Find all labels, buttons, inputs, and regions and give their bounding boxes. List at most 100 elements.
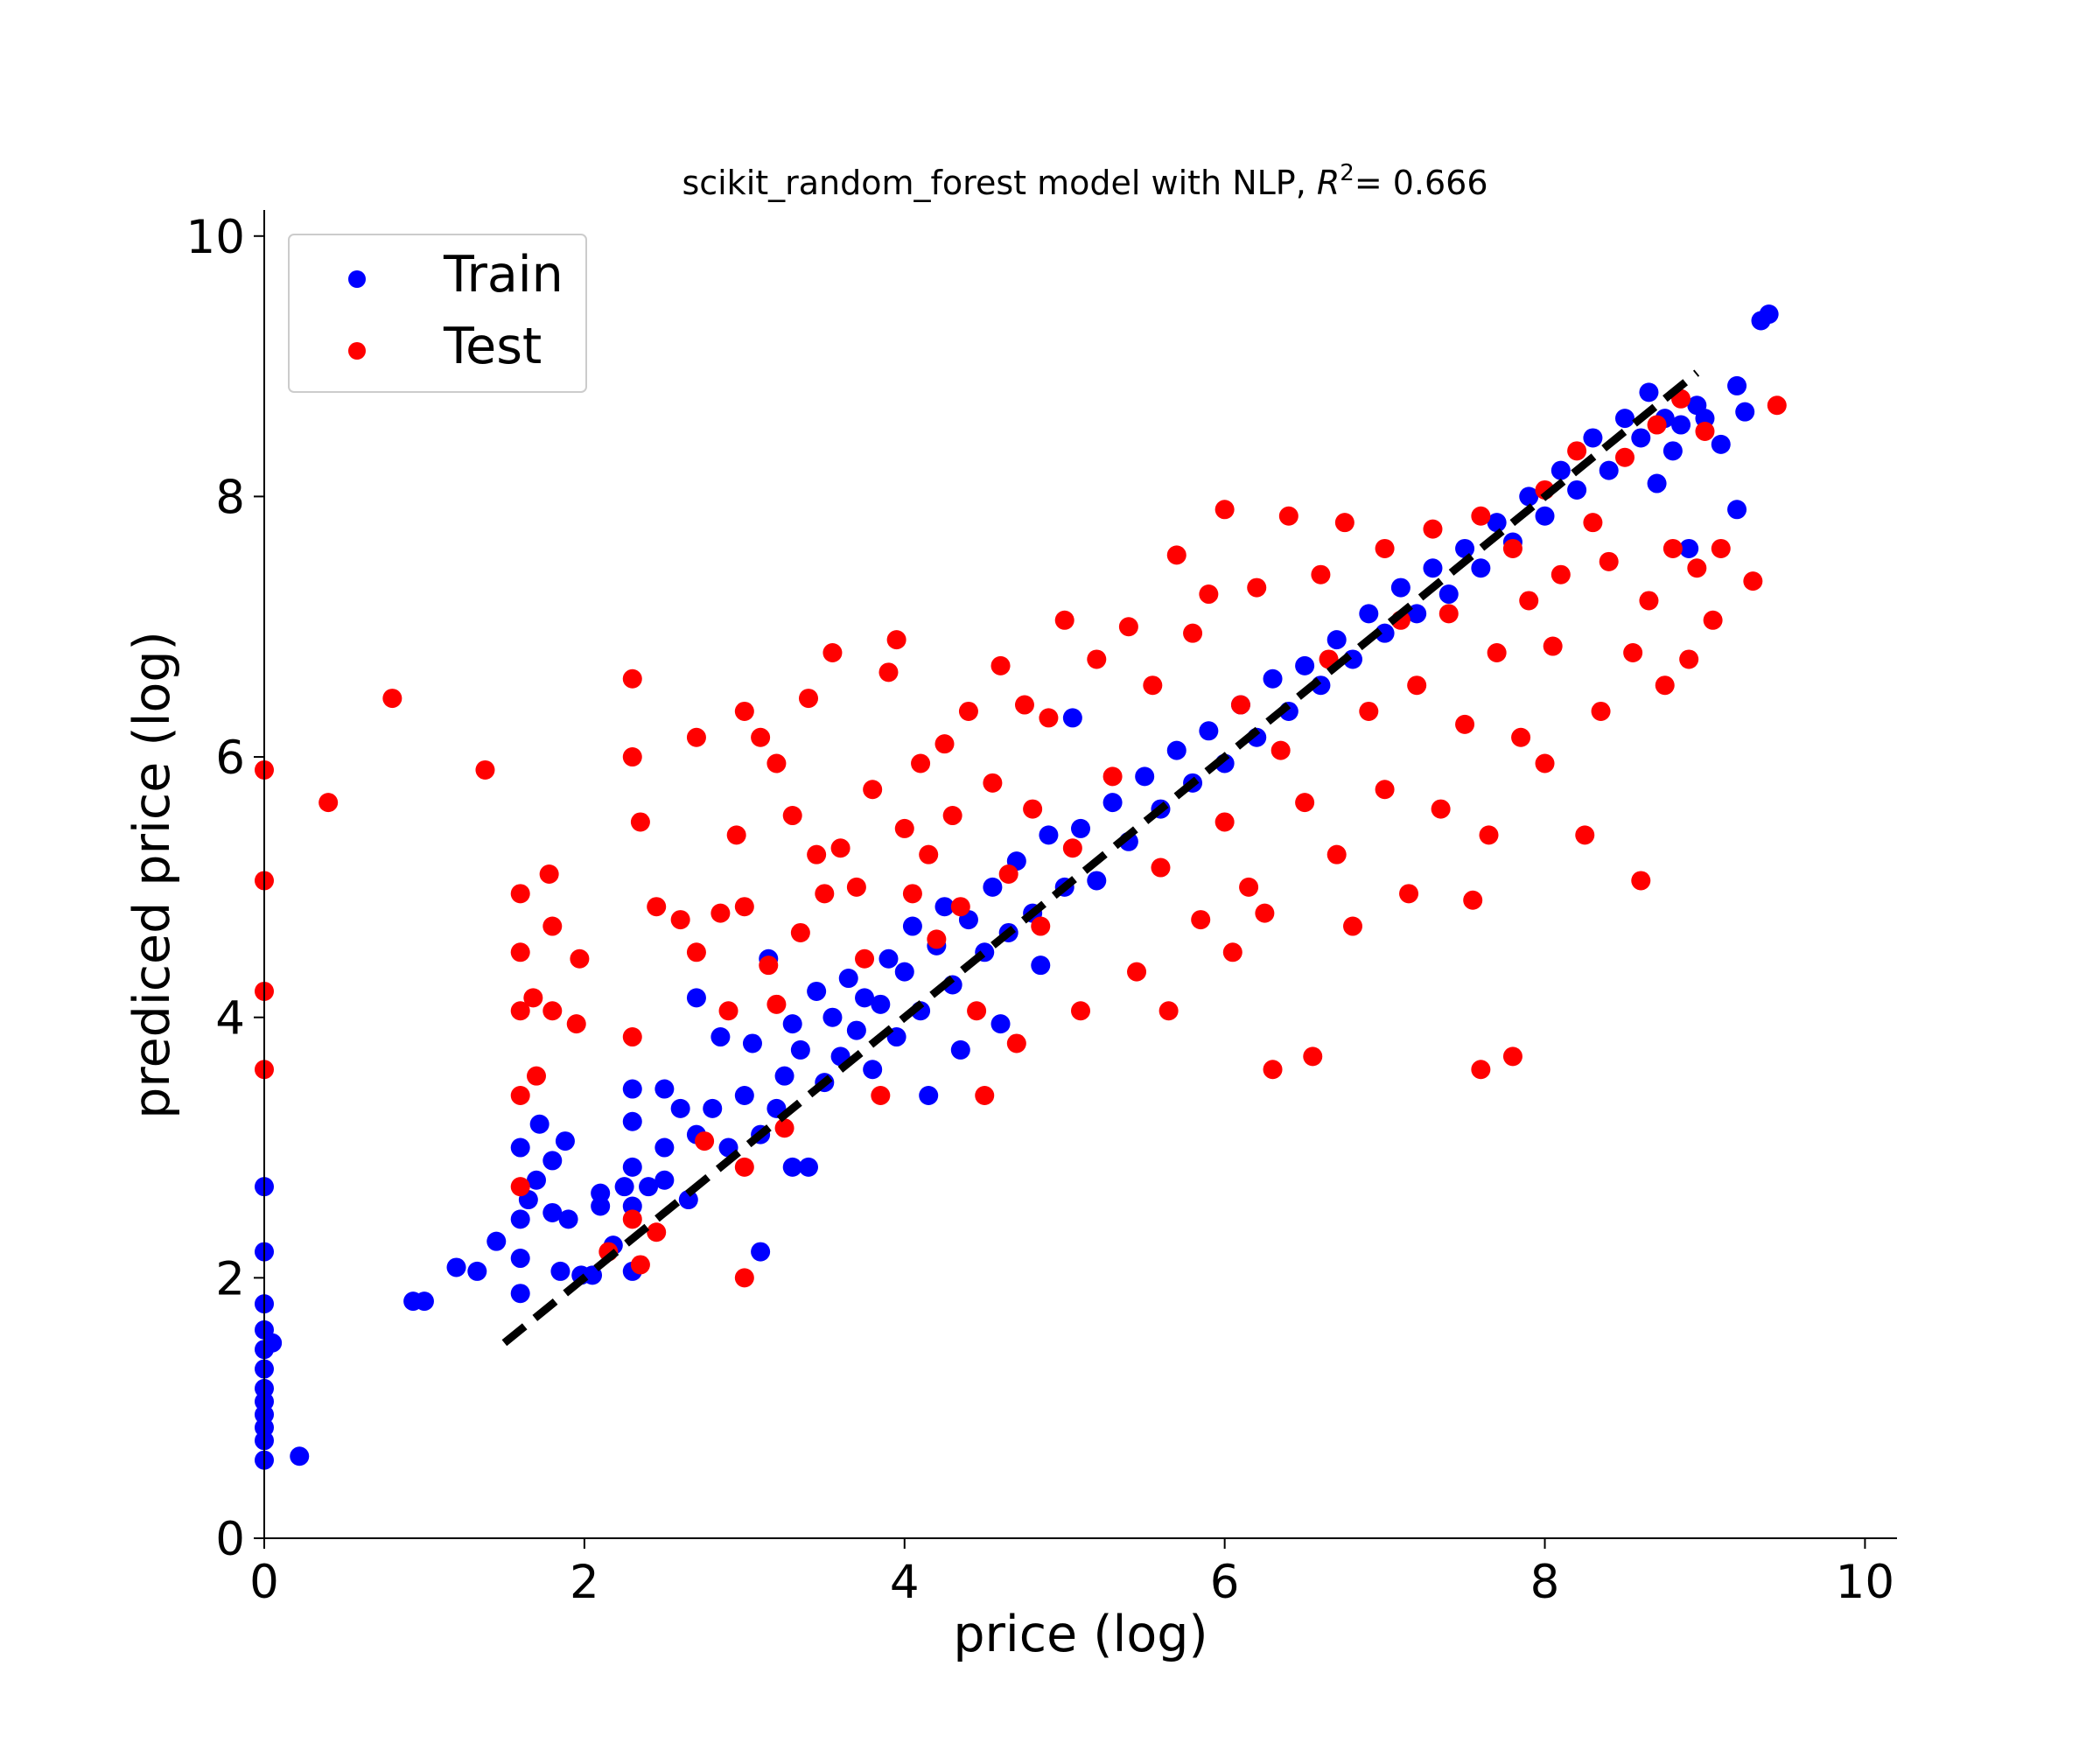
x-axis-ticks: 0 2 4 6 8 10 [249,1538,1894,1609]
train-point [782,1014,802,1034]
test-point [1222,942,1242,962]
train-point [1062,708,1082,728]
train-point [1550,460,1571,480]
test-point [902,884,922,904]
test-point [510,1086,530,1105]
test-point [894,818,914,838]
test-point [1071,1001,1090,1021]
test-point [1591,701,1611,721]
test-point [630,1255,650,1275]
test-point [822,643,843,662]
test-point [1087,649,1107,669]
train-point [1087,871,1107,891]
train-point [670,1098,690,1118]
train-point [654,1138,675,1158]
test-point [1199,584,1219,605]
test-point [647,1222,667,1242]
train-point [1735,402,1755,422]
train-point [1662,441,1683,461]
legend-label-test: Test [443,318,542,375]
test-point [950,897,970,917]
test-point [1143,676,1163,696]
train-point [510,1284,530,1304]
test-point [751,727,771,747]
train-point [414,1292,434,1312]
legend-label-train: Train [443,246,564,304]
test-point [622,1027,642,1047]
train-point [855,988,875,1008]
test-point [1687,558,1707,578]
test-point [1247,578,1267,598]
train-point [1727,375,1747,396]
train-point [1390,578,1410,598]
train-point [934,897,955,917]
test-point [1158,1001,1179,1021]
train-point [1679,538,1699,558]
chart-title: scikit_random_forest model with NLP, R2=… [682,160,1488,202]
train-point [950,1040,970,1060]
x-tick-label: 2 [570,1556,599,1609]
x-tick-label: 4 [890,1556,920,1609]
train-point [774,1066,794,1086]
train-point [1639,382,1659,402]
legend: Train Test [288,234,587,393]
test-point [1502,1046,1522,1067]
test-point [726,825,746,845]
test-point [734,1157,754,1177]
test-point [1599,551,1619,571]
train-point [486,1231,507,1251]
test-point [1423,519,1443,539]
train-point [510,1209,530,1229]
test-point [566,1014,586,1034]
legend-marker-train [348,270,366,288]
test-point [630,812,650,832]
test-point [958,701,978,721]
train-point [894,962,914,982]
test-point [1463,890,1483,910]
train-point [742,1033,762,1054]
train-point [1039,825,1059,845]
train-point [1535,506,1555,526]
test-point [1375,538,1395,558]
test-point [1647,415,1667,435]
train-point [614,1177,634,1197]
test-point [1567,441,1587,461]
test-point [1550,564,1571,584]
test-point [510,942,530,962]
test-point [670,910,690,930]
train-point [686,988,706,1008]
test-point [1623,643,1643,662]
train-point [1031,956,1051,976]
test-point [1655,676,1675,696]
train-point [734,1086,754,1105]
train-point [591,1183,611,1203]
test-point [542,916,563,936]
test-point [1023,799,1043,819]
train-point [1359,604,1379,624]
y-tick-label: 4 [215,992,245,1046]
train-point [1438,584,1459,605]
test-point [1214,812,1235,832]
test-point [1431,799,1451,819]
train-point [1263,668,1283,689]
train-point [1583,428,1603,448]
test-point [527,1066,546,1086]
test-point [1583,513,1603,533]
test-point [807,844,827,864]
test-point [1151,858,1171,878]
test-point [1191,910,1211,930]
test-point [1519,591,1539,611]
y-tick-label: 6 [215,732,245,785]
test-point [523,988,543,1008]
test-point [967,1001,987,1021]
test-point [1127,962,1147,982]
test-point [1359,701,1379,721]
train-point [838,969,858,989]
train-point [990,1014,1011,1034]
train-point [555,1131,575,1152]
test-point [871,1086,891,1105]
test-point [1615,447,1634,467]
test-point [855,948,875,969]
test-point [734,897,754,917]
